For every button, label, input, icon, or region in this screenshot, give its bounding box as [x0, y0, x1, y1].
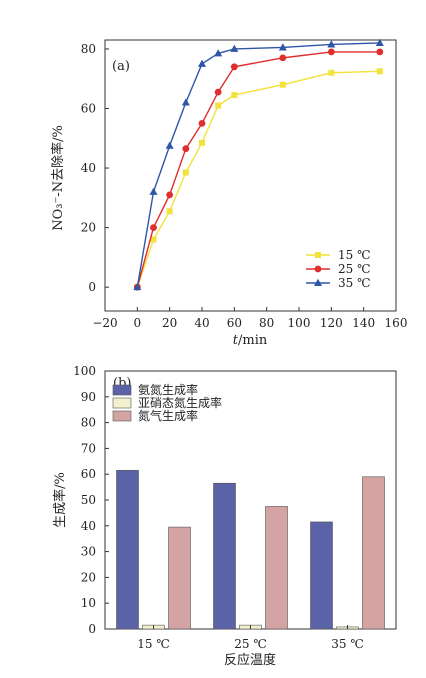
x-axis-label-var: t: [233, 333, 239, 348]
line-chart-panel-a: (a) −20 0 20 40 60 80 100 120 140 160 0 20 40 60 80 1…: [50, 38, 408, 348]
data-point-1: [182, 145, 190, 153]
y-tick-label-b: 90: [81, 390, 96, 404]
data-point-1: [376, 48, 384, 56]
data-point-0: [182, 169, 189, 176]
data-point-1: [214, 88, 222, 96]
legend-label-2: 35 ℃: [338, 276, 371, 290]
data-point-2: [165, 141, 174, 149]
data-point-2: [181, 98, 190, 106]
legend-swatch-1: [112, 397, 132, 409]
x-tick-label-a: 140: [352, 316, 375, 330]
y-tick-label-b: 60: [81, 467, 96, 481]
y-axis-label-b: 生成率/%: [52, 472, 68, 528]
bar-2: [265, 506, 288, 630]
data-point-2: [133, 282, 142, 291]
y-tick-label-a: 60: [81, 101, 96, 115]
data-point-2: [375, 38, 384, 46]
y-tick-label-a: 20: [81, 221, 96, 235]
category-label: 15 ℃: [137, 637, 170, 651]
x-tick-label-a: 40: [194, 316, 209, 330]
y-tick-label-b: 70: [81, 441, 96, 455]
data-point-0: [150, 236, 157, 243]
data-point-1: [230, 63, 238, 71]
x-tick-label-a: 160: [385, 316, 408, 330]
data-point-0: [215, 102, 222, 109]
data-point-0: [166, 208, 173, 215]
data-point-1: [166, 191, 174, 199]
y-tick-label-b: 50: [81, 493, 96, 507]
data-point-0: [231, 92, 238, 99]
bar-0: [213, 482, 236, 630]
x-tick-label-a: −20: [92, 316, 117, 330]
y-tick-label-a: 80: [81, 42, 96, 56]
plot-frame-a: [104, 39, 397, 312]
data-point-2: [149, 187, 158, 195]
data-point-2: [198, 59, 206, 67]
bar-0: [310, 521, 333, 630]
x-tick-label-a: 100: [288, 316, 311, 330]
legend-marker-2: [314, 278, 322, 286]
y-tick-label-b: 40: [81, 519, 96, 533]
legend-label-1: 25 ℃: [338, 262, 371, 276]
legend-label-0: 15 ℃: [338, 248, 371, 262]
x-axis-label-a: t/min: [233, 333, 268, 348]
legend-marker-1: [314, 265, 322, 273]
category-label: 35 ℃: [331, 637, 364, 651]
series-line-1: [136, 51, 380, 288]
y-tick-label-a: 0: [88, 280, 96, 294]
legend-label-2: 氮气生成率: [138, 408, 198, 423]
y-tick-label-b: 80: [81, 416, 96, 430]
y-tick-label-b: 20: [81, 570, 96, 584]
y-axis-label-a: NO₃⁻-N去除率/%: [50, 125, 66, 231]
data-point-0: [199, 139, 205, 146]
legend-label-0: 氨氮生成率: [138, 382, 198, 397]
data-point-1: [327, 48, 335, 56]
x-tick-label-a: 80: [259, 316, 274, 330]
category-label: 25 ℃: [234, 637, 267, 651]
panel-label-a: (a): [112, 59, 130, 74]
legend-marker-0: [315, 252, 321, 258]
x-tick-label-a: 120: [320, 316, 343, 330]
y-tick-label-a: 40: [81, 161, 96, 175]
bar-0: [116, 470, 139, 630]
x-tick-label-a: 20: [162, 316, 177, 330]
data-point-2: [230, 44, 239, 52]
x-axis-label-b: 反应温度: [224, 652, 276, 668]
x-tick-label-a: 0: [134, 316, 142, 330]
y-tick-label-b: 0: [88, 622, 96, 636]
data-point-0: [328, 69, 335, 76]
data-point-2: [214, 49, 223, 57]
legend-swatch-0: [112, 384, 132, 396]
series-line-2: [136, 42, 380, 288]
data-point-0: [279, 81, 286, 88]
data-point-1: [150, 224, 157, 232]
data-point-2: [327, 40, 336, 48]
bar-2: [362, 476, 385, 630]
series-line-0: [136, 70, 380, 288]
y-tick-label-b: 100: [73, 364, 96, 378]
y-tick-label-b: 10: [81, 596, 96, 610]
data-point-0: [376, 68, 383, 75]
data-point-1: [198, 119, 206, 127]
x-tick-label-a: 60: [227, 316, 242, 330]
data-point-1: [279, 54, 287, 62]
legend-label-1: 亚硝态氮生成率: [138, 395, 222, 410]
legend-swatch-2: [112, 410, 132, 422]
bar-2: [168, 526, 191, 630]
data-point-2: [278, 43, 287, 51]
x-axis-label-unit: /min: [238, 333, 268, 348]
y-tick-label-b: 30: [81, 545, 96, 559]
